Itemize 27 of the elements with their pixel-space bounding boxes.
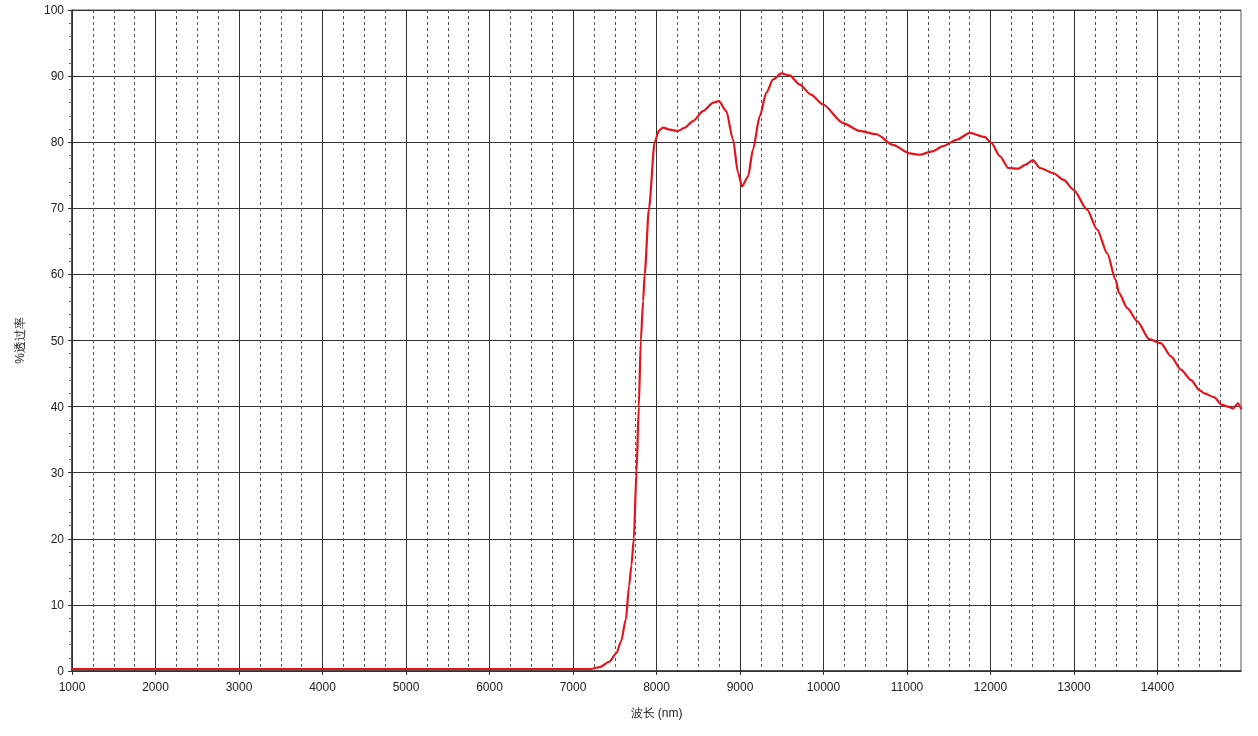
x-tick-label: 2000: [142, 680, 170, 694]
x-tick-label: 13000: [1057, 680, 1092, 694]
y-tick-label: 90: [50, 69, 65, 84]
x-tick-label: 11000: [890, 680, 924, 694]
x-tick-label: 14000: [1140, 680, 1175, 694]
x-tick-label: 8000: [643, 680, 671, 694]
y-tick-label: 100: [43, 3, 65, 17]
y-tick-label: 40: [50, 399, 65, 414]
x-tick-label: 9000: [726, 680, 754, 694]
x-tick-label: 5000: [392, 680, 420, 694]
x-tick-label: 1000: [58, 680, 86, 694]
x-tick-label: 6000: [476, 680, 504, 694]
y-axis-title: %透过率: [13, 317, 27, 364]
x-tick-label: 4000: [309, 680, 337, 694]
y-tick-label: 60: [50, 267, 65, 282]
y-tick-label: 70: [50, 201, 65, 216]
y-tick-label: 20: [50, 531, 65, 546]
x-axis-title: 波长 (nm): [630, 706, 683, 720]
x-tick-label: 3000: [225, 680, 253, 694]
x-tick-label: 7000: [559, 680, 587, 694]
x-tick-label: 12000: [973, 680, 1008, 694]
y-tick-label: 0: [57, 664, 65, 678]
y-tick-label: 30: [50, 465, 65, 480]
y-tick-label: 80: [50, 135, 65, 150]
y-tick-label: 10: [50, 597, 65, 612]
y-tick-label: 50: [50, 333, 65, 348]
x-tick-label: 10000: [806, 680, 841, 694]
